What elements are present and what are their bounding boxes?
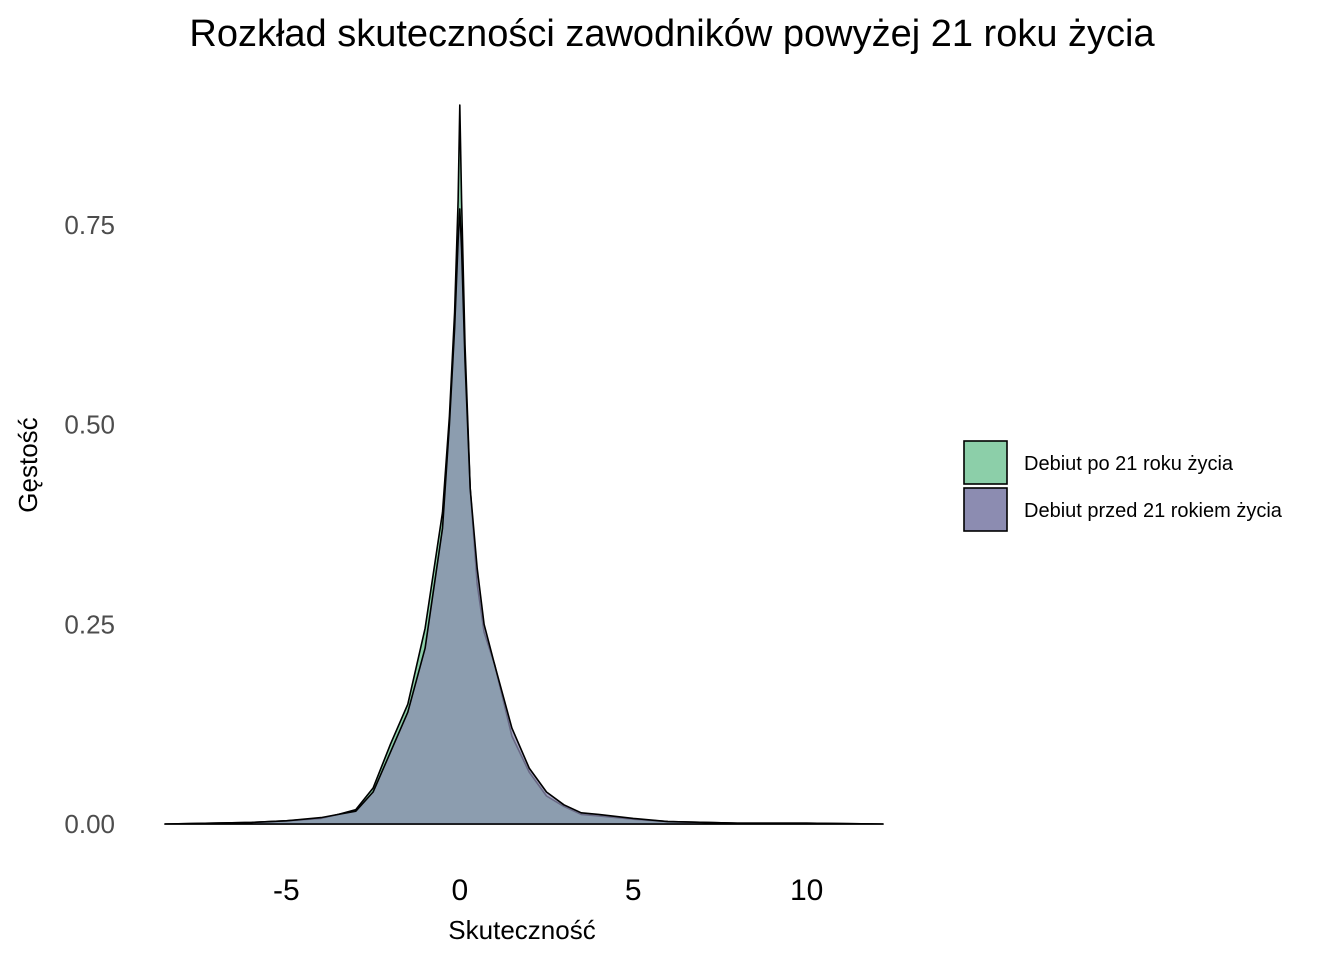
x-axis-label: Skuteczność <box>448 915 595 945</box>
x-tick-label: 5 <box>625 874 642 907</box>
density-area-series-1 <box>164 104 884 825</box>
y-tick-label: 0.00 <box>64 809 115 839</box>
legend-label: Debiut przed 21 rokiem życia <box>1024 500 1283 522</box>
legend: Debiut po 21 roku życia Debiut przed 21 r… <box>963 440 1283 532</box>
y-axis-label: Gęstość <box>13 417 43 512</box>
plot-area <box>164 104 884 825</box>
x-axis-ticks: -5 0 5 10 <box>273 874 823 907</box>
y-tick-label: 0.75 <box>64 210 115 240</box>
y-tick-label: 0.50 <box>64 410 115 440</box>
y-tick-label: 0.25 <box>64 609 115 639</box>
legend-label: Debiut po 21 roku życia <box>1024 453 1234 475</box>
legend-swatch <box>963 440 1008 485</box>
x-tick-label: -5 <box>273 874 300 907</box>
chart-title: Rozkład skuteczności zawodników powyżej … <box>189 13 1155 55</box>
x-tick-label: 10 <box>790 874 823 907</box>
legend-swatch <box>963 487 1008 532</box>
x-tick-label: 0 <box>451 874 468 907</box>
y-axis-ticks: 0.00 0.25 0.50 0.75 <box>64 210 115 839</box>
density-area-series-2 <box>164 208 884 825</box>
